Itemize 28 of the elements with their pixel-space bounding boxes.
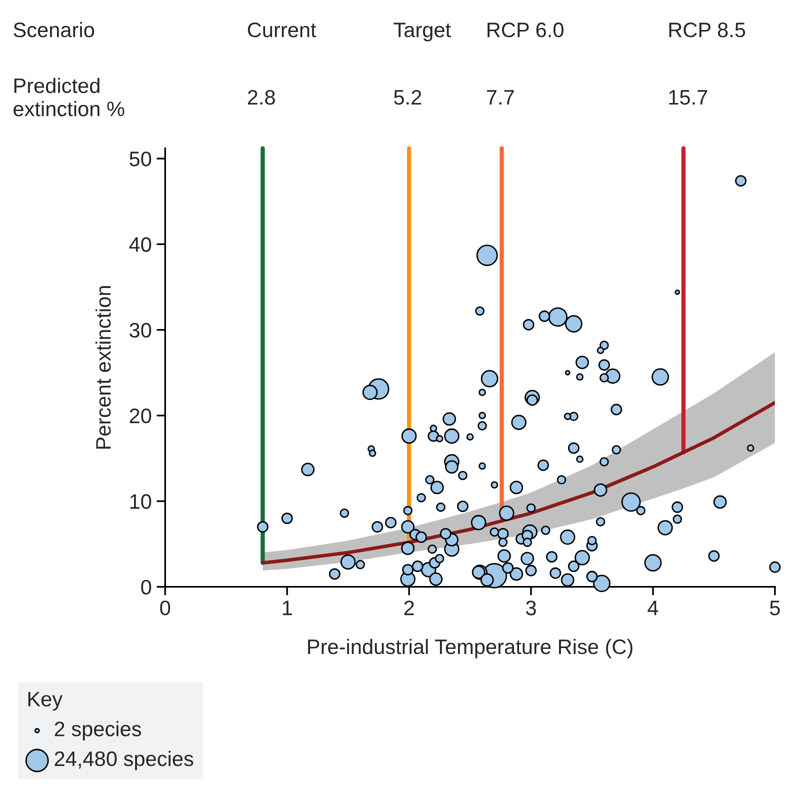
x-tick-label: 3: [526, 600, 536, 616]
text: RCP 8.5: [669, 22, 746, 38]
x-tick-label: 2: [404, 600, 414, 616]
y-tick-label: 50: [130, 152, 152, 166]
text: 2.8: [248, 90, 275, 105]
text: Predicted extinction %: [14, 78, 124, 116]
line-series: [260, 400, 775, 565]
y-tick-label: 30: [130, 322, 152, 338]
legend-label: 2 species: [54, 721, 142, 740]
x-tick-label: 5: [770, 600, 780, 616]
y-tick-label: 0: [141, 580, 152, 595]
text: 15.7: [669, 90, 708, 105]
y-tick-label: 20: [130, 408, 152, 424]
x-axis-title: Pre-industrial Temperature Rise (C): [308, 638, 632, 658]
text: Scenario: [14, 22, 94, 38]
x-tick-label: 1: [282, 600, 292, 616]
text: Target: [394, 22, 451, 42]
y-tick-label: 40: [129, 237, 152, 252]
legend-label: 24,480 species: [54, 750, 194, 770]
text: 7.7: [486, 90, 514, 105]
y-tick-label: 10: [130, 494, 152, 509]
text: 5.2: [394, 90, 422, 105]
legend-title: Key: [28, 692, 63, 711]
x-tick-label: 4: [648, 600, 658, 616]
text: Current: [248, 22, 316, 38]
x-tick-label: 0: [160, 600, 170, 616]
y-axis-title: Percent extinction: [95, 286, 111, 449]
text: RCP 6.0: [488, 22, 564, 38]
